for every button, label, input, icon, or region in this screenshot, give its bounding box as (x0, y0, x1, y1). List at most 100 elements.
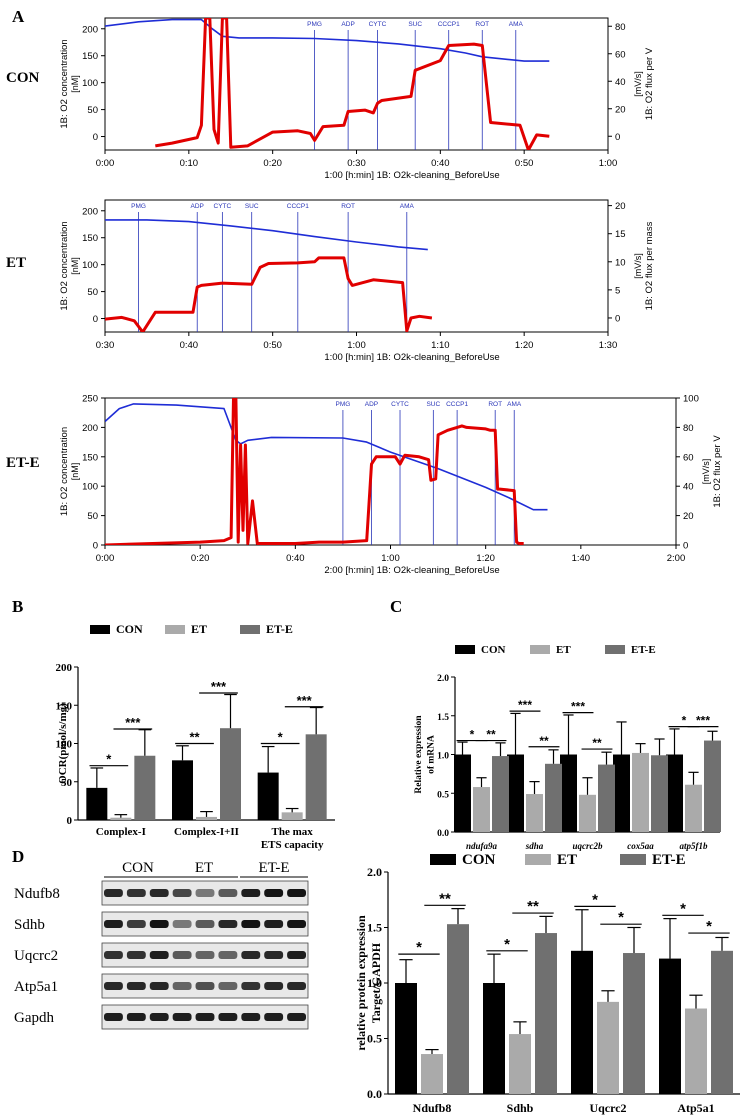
y-tick-label-left: 200 (82, 423, 98, 434)
x-tick-label: 0:30 (96, 340, 115, 351)
event-label: CYTC (369, 21, 387, 28)
significance-label: * (504, 936, 510, 953)
event-label: CYTC (391, 401, 409, 408)
y-tick-label-right: 100 (683, 394, 699, 405)
blot-band (104, 982, 123, 990)
bar (507, 754, 524, 832)
blot-band (287, 982, 306, 990)
significance-label: *** (297, 693, 313, 708)
y-tick-label-left: 200 (82, 206, 98, 217)
bar (196, 816, 217, 820)
bar (220, 728, 241, 820)
y-tick-label-right: 20 (615, 201, 626, 212)
bar (509, 1034, 531, 1094)
bar (535, 933, 557, 1094)
significance-label: *** (571, 700, 585, 714)
x-tick-label: 0:20 (191, 553, 210, 564)
bar (545, 763, 562, 832)
y-tick-label-right: 60 (615, 49, 626, 60)
blot-band (287, 920, 306, 928)
x-tick-label: 0:40 (431, 158, 450, 169)
legend-label: CON (462, 852, 496, 868)
blot-band (104, 920, 123, 928)
blot-group-label: ET-E (258, 860, 289, 876)
panel-label: D (12, 847, 24, 866)
y-axis-unit-right: [mV/s] (633, 253, 643, 279)
y-tick-label-left: 150 (82, 51, 98, 62)
bar (704, 740, 721, 832)
bar (659, 958, 681, 1094)
significance-label: * (592, 891, 598, 908)
y-tick-label-left: 100 (82, 482, 98, 493)
legend-swatch (620, 854, 646, 865)
bar (257, 772, 279, 820)
category-label: ndufa9a (466, 841, 498, 851)
blot-band (149, 1013, 169, 1021)
blot-band (104, 889, 123, 897)
legend-swatch (530, 645, 550, 654)
significance-label: ** (527, 898, 539, 915)
y-tick-label-right: 5 (615, 285, 620, 296)
y-tick-label-right: 10 (615, 257, 626, 268)
bar (483, 983, 505, 1094)
legend-label: ET-E (652, 852, 686, 868)
x-tick-label: 0:30 (347, 158, 366, 169)
event-label: ADP (365, 401, 378, 408)
bar (473, 787, 490, 832)
blot-band (241, 1013, 261, 1021)
blot-band (149, 920, 169, 928)
y-axis-label: of mRNA (427, 735, 437, 774)
y-tick-label-right: 0 (615, 132, 620, 143)
y-tick-label: 1.5 (437, 713, 449, 723)
legend-label: ET-E (266, 622, 293, 636)
bar (86, 787, 108, 820)
significance-label: *** (518, 698, 532, 712)
event-label: SUC (408, 21, 422, 28)
significance-label: * (106, 752, 112, 767)
y-tick-label: 2.0 (437, 674, 449, 684)
y-axis-label-left: 1B: O2 concentration (59, 39, 70, 128)
y-tick-label: 50 (61, 777, 73, 789)
y-axis-label: relative protein expression (354, 915, 368, 1051)
legend-label: ET (557, 852, 577, 868)
legend-label: ET-E (631, 644, 656, 656)
event-label: AMA (400, 203, 415, 210)
y-axis-unit-right: [mV/s] (633, 71, 643, 97)
y-tick-label: 200 (56, 662, 73, 674)
x-tick-label: 0:50 (263, 340, 282, 351)
bar (632, 752, 649, 832)
y-tick-label-right: 20 (683, 511, 694, 522)
blot-band (287, 951, 306, 959)
blot-band (264, 1013, 284, 1021)
y-axis-label-right: 1B: O2 flux per mass (644, 221, 655, 310)
event-label: PMG (336, 401, 351, 408)
significance-label: * (278, 730, 284, 745)
y-axis-label: Target/GAPDH (369, 942, 383, 1023)
event-label: CCCP1 (438, 21, 460, 28)
bar (421, 1054, 443, 1094)
event-label: CYTC (214, 203, 232, 210)
legend-swatch (455, 645, 475, 654)
bar (571, 950, 593, 1094)
y-tick-label-left: 100 (82, 78, 98, 89)
y-tick-label-right: 20 (615, 104, 626, 115)
category-label: sdha (525, 841, 544, 851)
y-tick-label: 0 (67, 815, 73, 827)
event-label: ADP (341, 21, 354, 28)
o2-flux-line (105, 256, 433, 332)
x-tick-label: 1:40 (572, 553, 591, 564)
significance-label: * (682, 714, 687, 728)
x-tick-label: 1:00 (347, 340, 366, 351)
y-axis-unit-left: [nM] (70, 75, 80, 93)
legend-swatch (90, 625, 110, 634)
x-tick-label: 1:00 (599, 158, 618, 169)
y-tick-label-left: 0 (93, 132, 98, 143)
blot-band (218, 951, 238, 959)
legend-swatch (525, 854, 551, 865)
y-tick-label-left: 100 (82, 260, 98, 271)
o2-concentration-line (105, 219, 428, 251)
y-tick-label: 100 (56, 739, 73, 751)
y-tick-label-right: 60 (683, 452, 694, 463)
y-tick-label-right: 80 (615, 22, 626, 33)
y-tick-label-left: 250 (82, 394, 98, 405)
